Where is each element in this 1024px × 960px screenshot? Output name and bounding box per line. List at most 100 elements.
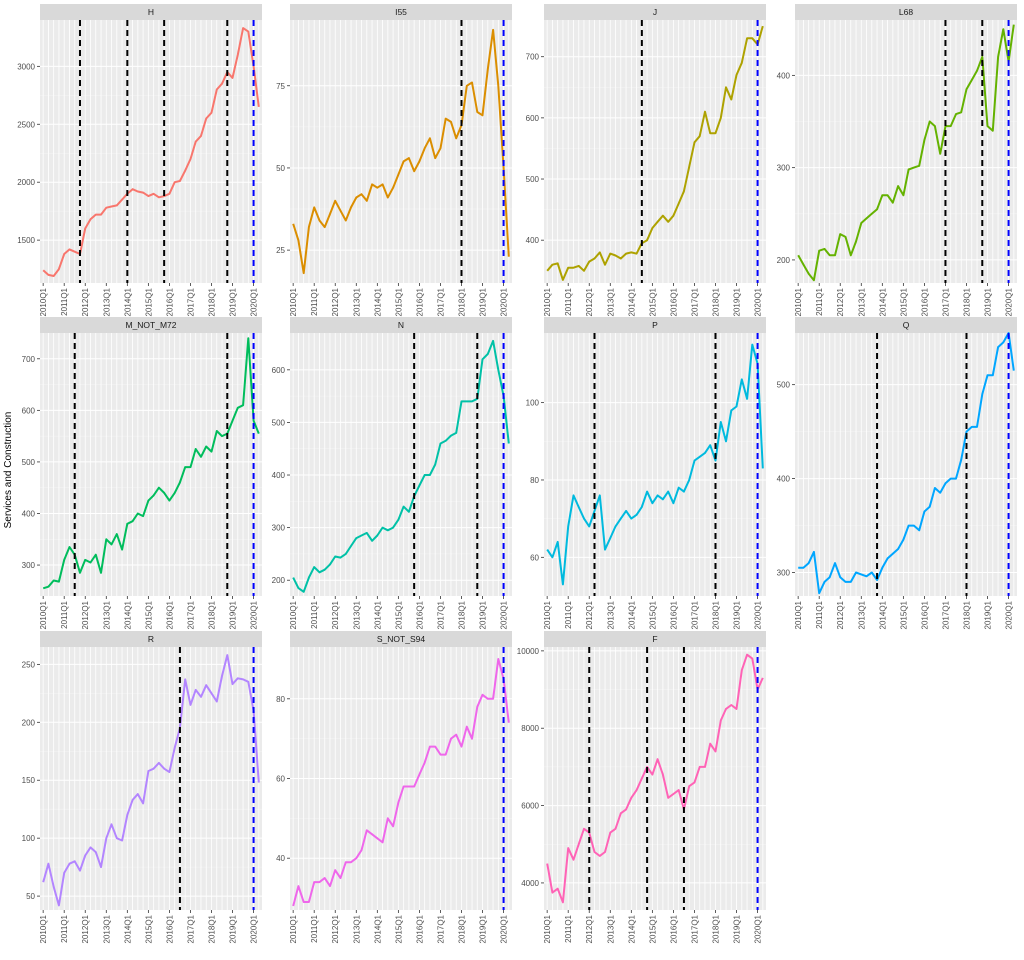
strip <box>795 317 1017 333</box>
x-tick-label: 2013Q1 <box>606 600 615 629</box>
y-tick-label: 500 <box>272 418 286 427</box>
strip-label: F <box>652 634 657 644</box>
data-line <box>546 25 764 281</box>
x-tick-label: 2020Q1 <box>500 914 509 943</box>
x-tick-label: 2017Q1 <box>941 287 950 316</box>
x-tick-label: 2016Q1 <box>165 914 174 943</box>
x-tick-label: 2017Q1 <box>436 287 445 316</box>
x-tick-label: 2011Q1 <box>815 287 824 315</box>
y-tick-label: 100 <box>22 834 36 843</box>
y-tick-label: 300 <box>272 524 286 533</box>
panel-background <box>40 333 262 596</box>
x-tick-label: 2017Q1 <box>186 287 195 316</box>
x-tick-label: 2017Q1 <box>436 914 445 943</box>
data-line <box>292 339 510 593</box>
x-tick-label: 2013Q1 <box>102 600 111 629</box>
x-tick-label: 2014Q1 <box>123 287 132 316</box>
x-tick-label: 2018Q1 <box>711 287 720 316</box>
strip <box>544 4 766 20</box>
y-tick-label: 200 <box>777 256 791 265</box>
data-line <box>292 658 510 907</box>
x-tick-label: 2015Q1 <box>899 600 908 629</box>
x-tick-label: 2010Q1 <box>39 287 48 316</box>
x-tick-label: 2014Q1 <box>123 914 132 943</box>
strip <box>795 4 1017 20</box>
x-tick-label: 2010Q1 <box>289 600 298 629</box>
panel-background <box>40 20 262 283</box>
x-tick-label: 2011Q1 <box>564 287 573 315</box>
y-tick-label: 400 <box>272 471 286 480</box>
strip <box>40 4 262 20</box>
x-tick-label: 2017Q1 <box>690 914 699 943</box>
x-tick-label: 2012Q1 <box>331 600 340 629</box>
data-line <box>798 332 1015 595</box>
y-tick-label: 4000 <box>521 879 539 888</box>
y-tick-label: 500 <box>777 381 791 390</box>
x-tick-label: 2015Q1 <box>394 600 403 629</box>
data-line <box>292 28 510 275</box>
x-tick-label: 2012Q1 <box>81 914 90 943</box>
y-tick-label: 10000 <box>517 647 540 656</box>
x-tick-label: 2019Q1 <box>229 287 238 316</box>
x-tick-label: 2019Q1 <box>479 914 488 943</box>
x-tick-label: 2019Q1 <box>479 600 488 629</box>
panel-background <box>795 333 1017 596</box>
data-line <box>42 337 260 590</box>
y-tick-label: 1500 <box>17 236 35 245</box>
data-line <box>546 653 764 904</box>
x-tick-label: 2013Q1 <box>606 914 615 943</box>
x-tick-label: 2012Q1 <box>836 600 845 629</box>
x-tick-label: 2018Q1 <box>711 914 720 943</box>
x-tick-label: 2014Q1 <box>878 600 887 629</box>
x-tick-label: 2018Q1 <box>457 287 466 316</box>
y-tick-label: 50 <box>26 892 35 901</box>
y-tick-label: 80 <box>530 476 539 485</box>
strip-label: R <box>148 634 154 644</box>
x-tick-label: 2020Q1 <box>250 287 259 316</box>
y-tick-label: 400 <box>22 509 36 518</box>
x-tick-label: 2019Q1 <box>733 287 742 316</box>
x-tick-label: 2016Q1 <box>669 287 678 316</box>
x-tick-label: 2010Q1 <box>794 287 803 316</box>
x-tick-label: 2019Q1 <box>229 914 238 943</box>
x-tick-label: 2018Q1 <box>207 600 216 629</box>
x-tick-label: 2019Q1 <box>479 287 488 316</box>
x-tick-label: 2010Q1 <box>543 287 552 316</box>
strip <box>290 631 512 647</box>
x-tick-label: 2012Q1 <box>836 287 845 316</box>
x-tick-label: 2018Q1 <box>962 600 971 629</box>
x-tick-label: 2020Q1 <box>250 914 259 943</box>
x-tick-label: 2020Q1 <box>250 600 259 629</box>
x-tick-label: 2016Q1 <box>415 914 424 943</box>
y-tick-label: 600 <box>526 114 540 123</box>
x-tick-label: 2013Q1 <box>352 914 361 943</box>
x-tick-label: 2016Q1 <box>165 287 174 316</box>
y-tick-label: 500 <box>22 458 36 467</box>
y-tick-label: 100 <box>526 399 540 408</box>
y-tick-label: 2000 <box>17 178 35 187</box>
strip-label: H <box>148 7 154 17</box>
strip <box>290 317 512 333</box>
x-tick-label: 2015Q1 <box>648 287 657 316</box>
x-tick-label: 2019Q1 <box>984 600 993 629</box>
x-tick-label: 2017Q1 <box>690 600 699 629</box>
y-tick-label: 60 <box>276 775 285 784</box>
x-tick-label: 2020Q1 <box>1005 287 1014 316</box>
x-tick-label: 2011Q1 <box>815 600 824 628</box>
x-tick-label: 2020Q1 <box>754 914 763 943</box>
y-tick-label: 400 <box>777 475 791 484</box>
x-tick-label: 2014Q1 <box>627 914 636 943</box>
x-tick-label: 2011Q1 <box>60 287 69 315</box>
x-tick-label: 2010Q1 <box>39 914 48 943</box>
y-tick-label: 300 <box>777 569 791 578</box>
y-tick-label: 400 <box>526 236 540 245</box>
x-tick-label: 2019Q1 <box>229 600 238 629</box>
x-tick-label: 2011Q1 <box>310 914 319 942</box>
strip <box>40 631 262 647</box>
y-tick-label: 8000 <box>521 724 539 733</box>
x-tick-label: 2012Q1 <box>81 287 90 316</box>
y-tick-label: 600 <box>22 406 36 415</box>
strip-label: L68 <box>899 7 913 17</box>
x-tick-label: 2020Q1 <box>500 600 509 629</box>
x-tick-label: 2010Q1 <box>39 600 48 629</box>
